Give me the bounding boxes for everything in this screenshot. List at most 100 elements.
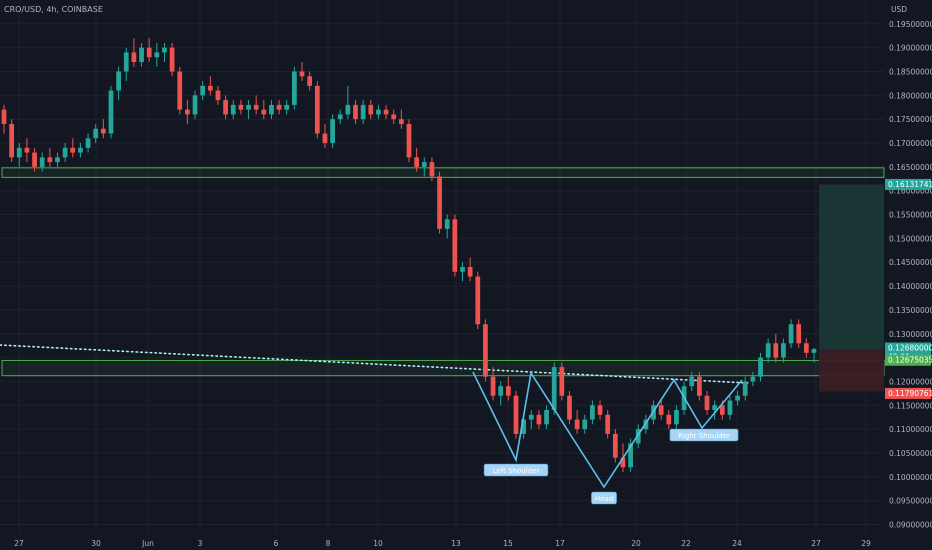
candle	[505, 376, 511, 401]
candle	[773, 333, 779, 363]
candle	[796, 319, 802, 349]
candle	[574, 410, 580, 434]
time-tick-label: 13	[451, 539, 461, 548]
candle	[360, 100, 366, 124]
candle	[9, 119, 15, 163]
svg-text:Right Shoulder: Right Shoulder	[678, 432, 730, 440]
candle	[658, 400, 664, 420]
candle	[559, 362, 565, 401]
candle	[78, 143, 83, 158]
svg-text:0.12675035: 0.12675035	[888, 356, 932, 365]
candle	[490, 367, 496, 401]
currency-label: USD	[891, 5, 907, 14]
candle	[674, 405, 679, 430]
svg-text:0.16131741: 0.16131741	[888, 180, 932, 189]
candle	[238, 100, 244, 115]
candle	[704, 390, 710, 415]
candle	[139, 42, 144, 67]
price-tick-label: 0.14500000	[889, 258, 932, 267]
price-tick-label: 0.09500000	[889, 497, 932, 506]
time-tick-label: 29	[861, 539, 871, 548]
candle	[666, 410, 672, 430]
candle	[108, 85, 114, 139]
candle	[605, 410, 611, 439]
candle	[299, 61, 305, 82]
candle	[750, 371, 756, 387]
price-tick-label: 0.17500000	[889, 115, 932, 124]
candle	[24, 138, 30, 163]
candle	[406, 119, 412, 163]
candle	[131, 38, 137, 67]
candle	[307, 71, 313, 91]
candle	[628, 438, 633, 473]
candle	[781, 338, 786, 363]
candle	[689, 371, 695, 391]
candle	[123, 47, 129, 82]
candle	[55, 152, 60, 167]
stop-area[interactable]	[819, 349, 884, 392]
candle	[429, 157, 435, 182]
price-tags: 0.161317410.1268000042:000.126750350.117…	[885, 178, 932, 399]
pattern-label[interactable]: Head	[591, 491, 617, 505]
time-tick-label: 10	[373, 539, 383, 548]
candle	[712, 400, 718, 420]
candle	[185, 100, 190, 124]
time-tick-label: 27	[14, 539, 24, 548]
candle	[803, 338, 809, 358]
svg-text:0.12680000: 0.12680000	[888, 344, 932, 353]
svg-text:Left Shoulder: Left Shoulder	[493, 467, 540, 475]
price-axis[interactable]: 0.19500000 0.19000000 0.18500000 0.18000000…	[889, 20, 932, 530]
candle	[612, 429, 618, 463]
price-tick-label: 0.19500000	[889, 20, 932, 29]
candle	[758, 352, 763, 382]
candle	[452, 214, 458, 277]
time-tick-label: 3	[198, 539, 203, 548]
candle	[32, 147, 37, 172]
pattern-label[interactable]: Left Shoulder	[483, 463, 549, 477]
candle	[246, 100, 251, 120]
candle	[582, 414, 588, 434]
candle	[154, 42, 160, 67]
candle	[1, 104, 7, 134]
upper-zone[interactable]	[1, 167, 885, 178]
price-tick-label: 0.18500000	[889, 68, 932, 77]
price-tick-label: 0.15000000	[889, 234, 932, 243]
head-and-shoulders-pattern[interactable]: Left Shoulder Head Right Shoulder	[472, 370, 743, 505]
long-position-tool[interactable]	[819, 184, 884, 392]
candle	[727, 395, 733, 420]
target-area[interactable]	[819, 184, 884, 350]
candle	[261, 100, 267, 120]
candle	[498, 381, 504, 406]
pattern-label[interactable]: Right Shoulder	[669, 428, 739, 442]
time-tick-label: 20	[631, 539, 641, 548]
time-tick-label: 6	[274, 539, 279, 548]
candle	[85, 133, 91, 153]
candle	[383, 104, 389, 120]
candle	[223, 95, 228, 120]
candle	[536, 410, 542, 430]
time-axis[interactable]: 27 30 Jun 3 6 8 10 13 15 17 20 22 24 27 29	[14, 539, 871, 548]
candle	[483, 319, 488, 382]
pattern-outline[interactable]	[472, 370, 743, 489]
price-tick-label: 0.11000000	[889, 425, 932, 434]
candle	[322, 123, 328, 148]
price-tick-label: 0.14000000	[889, 282, 932, 291]
candle	[421, 157, 427, 177]
candle	[391, 109, 397, 124]
candle	[116, 66, 121, 101]
candle	[253, 95, 259, 115]
candle	[742, 376, 748, 401]
price-tick-label: 0.17000000	[889, 139, 932, 148]
price-tick-label: 0.10500000	[889, 449, 932, 458]
candle	[788, 319, 794, 349]
price-tick-label: 0.13500000	[889, 306, 932, 315]
candle	[398, 109, 404, 129]
candle	[635, 424, 641, 449]
candle	[544, 405, 549, 430]
candle	[567, 390, 572, 425]
candle	[467, 257, 473, 282]
price-tick-label: 0.16500000	[889, 163, 932, 172]
